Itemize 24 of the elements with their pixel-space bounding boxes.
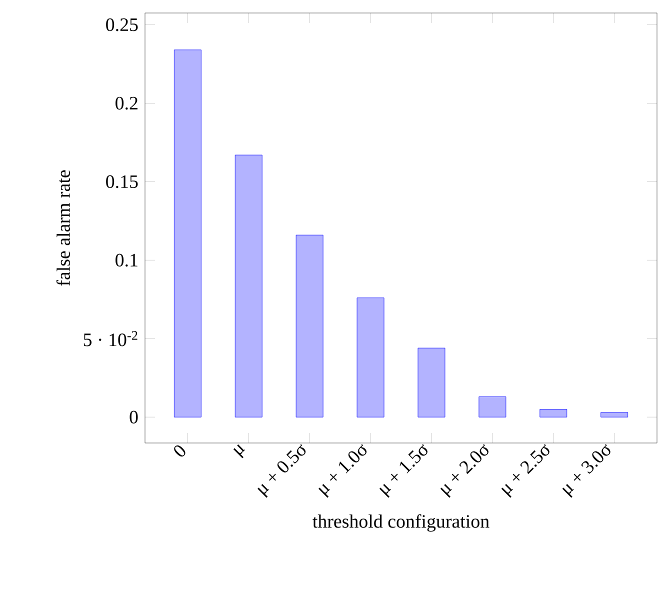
- y-axis-title: false alarm rate: [56, 170, 70, 286]
- bar: [418, 348, 446, 418]
- y-tick-label: 0.2: [116, 96, 138, 110]
- y-tick-label: 5 · 10$^{-2}$: [84, 331, 138, 346]
- bar: [600, 412, 628, 418]
- bar: [478, 396, 506, 418]
- bar: [296, 234, 324, 418]
- bar: [356, 298, 384, 418]
- y-tick-label: 0.15: [106, 175, 138, 188]
- x-tick-label: 0: [174, 445, 186, 457]
- x-tick-label: μ + 2.0σ: [440, 444, 488, 498]
- y-tick-label: 0: [130, 410, 138, 424]
- x-axis-title: threshold configuration: [312, 514, 490, 532]
- x-tick-label: μ + 1.0σ: [318, 444, 367, 498]
- bar: [234, 154, 262, 418]
- x-tick-label: μ + 2.5σ: [501, 444, 550, 498]
- y-tick-label: 0.25: [106, 18, 138, 32]
- x-tick-label: μ: [233, 444, 246, 458]
- bar: [540, 409, 568, 418]
- x-tick-label: μ + 0.5σ: [258, 444, 306, 498]
- x-tick-label: μ + 3.0σ: [562, 444, 610, 498]
- bar: [174, 50, 202, 418]
- y-tick-label: 0.1: [116, 254, 138, 267]
- x-tick-label: μ + 1.5σ: [379, 444, 428, 498]
